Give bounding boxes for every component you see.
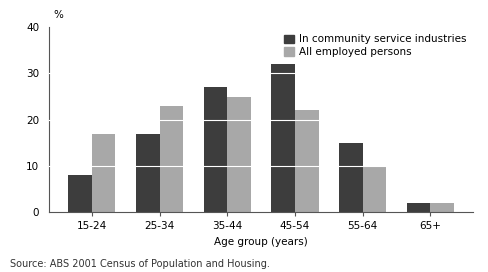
Bar: [160, 106, 183, 212]
Bar: [363, 166, 386, 212]
Bar: [339, 143, 363, 212]
Bar: [227, 97, 251, 212]
Bar: [203, 87, 227, 212]
Bar: [68, 175, 92, 212]
Text: %: %: [53, 10, 63, 20]
Bar: [295, 110, 319, 212]
Bar: [430, 203, 454, 212]
Bar: [271, 64, 295, 212]
Bar: [136, 134, 160, 212]
X-axis label: Age group (years): Age group (years): [214, 237, 308, 247]
Text: Source: ABS 2001 Census of Population and Housing.: Source: ABS 2001 Census of Population an…: [10, 259, 270, 269]
Bar: [407, 203, 430, 212]
Legend: In community service industries, All employed persons: In community service industries, All emp…: [282, 32, 468, 59]
Bar: [92, 134, 116, 212]
